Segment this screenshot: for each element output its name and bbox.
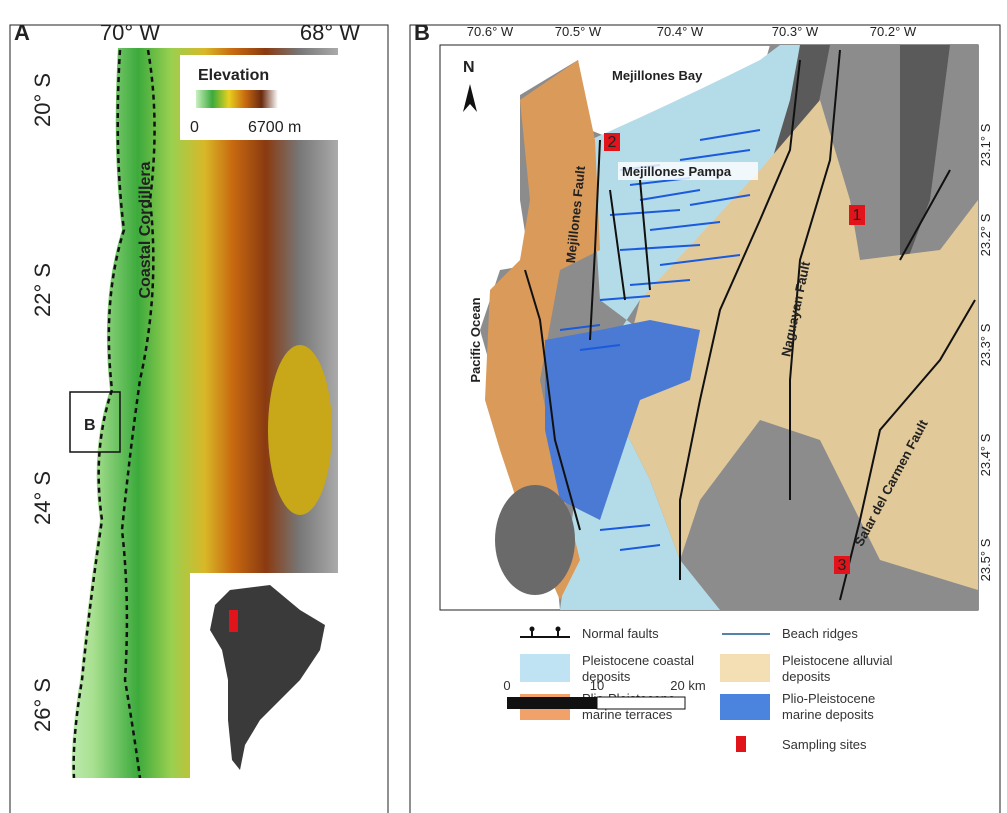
- legend-swatch: [520, 654, 570, 682]
- peninsula-hill: [495, 485, 575, 595]
- lat-tick: 23.3° S: [978, 323, 993, 366]
- legend-max: 6700 m: [248, 119, 301, 136]
- north-label: N: [463, 59, 475, 76]
- legend-title: Elevation: [198, 67, 269, 84]
- bay-label: Mejillones Bay: [612, 68, 703, 83]
- box-label: B: [84, 417, 96, 434]
- lat-tick: 23.4° S: [978, 433, 993, 476]
- ocean-label: Pacific Ocean: [468, 297, 483, 382]
- legend-text: Beach ridges: [782, 626, 858, 641]
- legend-min: 0: [190, 119, 199, 136]
- lon-tick: 70.2° W: [870, 24, 917, 39]
- scale-bar: [597, 697, 685, 709]
- lon-tick: 70° W: [100, 20, 160, 45]
- site-label: 3: [838, 557, 847, 574]
- lat-tick: 23.5° S: [978, 538, 993, 581]
- legend-swatch: [720, 654, 770, 682]
- scale-label: 10: [590, 678, 604, 693]
- panel-label: B: [414, 20, 430, 45]
- range-label: Coastal Cordillera: [137, 161, 154, 298]
- fault-symbol: [556, 627, 561, 632]
- lon-tick: 70.5° W: [555, 24, 602, 39]
- figure: A 70° W 68° W 20° S 22° S 24° S 26° S B …: [0, 0, 1007, 813]
- lat-tick: 24° S: [30, 471, 55, 525]
- elevation-bar: [196, 90, 278, 108]
- site-label: 2: [608, 134, 617, 151]
- lat-tick: 23.1° S: [978, 123, 993, 166]
- lat-tick: 23.2° S: [978, 213, 993, 256]
- lon-tick: 70.6° W: [467, 24, 514, 39]
- site-label: 1: [853, 207, 862, 224]
- scale-bar: [507, 697, 597, 709]
- lon-tick: 70.4° W: [657, 24, 704, 39]
- lon-tick: 70.3° W: [772, 24, 819, 39]
- legend-text: deposits: [782, 669, 831, 684]
- study-area: [229, 610, 238, 632]
- geologic-map: [480, 45, 978, 610]
- lon-tick: 68° W: [300, 20, 360, 45]
- pampa-label: Mejillones Pampa: [622, 164, 732, 179]
- lat-tick: 22° S: [30, 263, 55, 317]
- lat-tick: 26° S: [30, 678, 55, 732]
- legend-text: Plio-Pleistocene: [782, 691, 875, 706]
- legend-text: Sampling sites: [782, 737, 867, 752]
- legend-swatch: [736, 736, 746, 752]
- north-arrow: [463, 84, 477, 112]
- fault-symbol: [520, 630, 570, 637]
- legend-text: Pleistocene alluvial: [782, 653, 893, 668]
- salar: [268, 345, 332, 515]
- panel-label: A: [14, 20, 30, 45]
- legend-text: Pleistocene coastal: [582, 653, 694, 668]
- scale-label: 0: [503, 678, 510, 693]
- fault-symbol: [530, 627, 535, 632]
- scale-label: 20 km: [670, 678, 705, 693]
- legend-swatch: [720, 694, 770, 720]
- legend-text: marine deposits: [782, 707, 874, 722]
- legend-text: Normal faults: [582, 626, 659, 641]
- lat-tick: 20° S: [30, 73, 55, 127]
